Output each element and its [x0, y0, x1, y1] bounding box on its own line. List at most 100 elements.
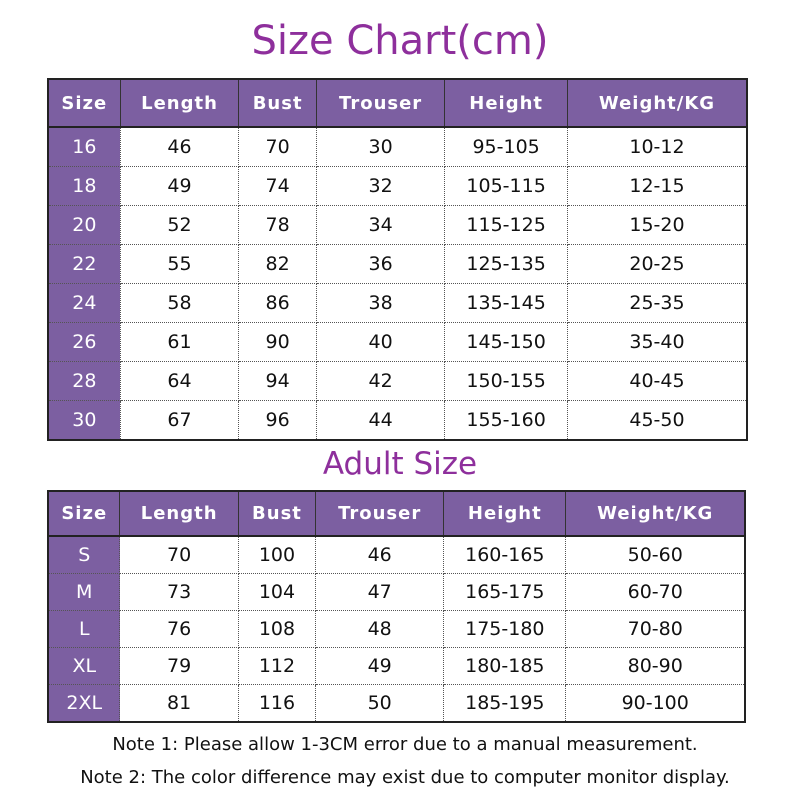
size-cell: 22 — [47, 244, 121, 284]
table-cell: 82 — [238, 244, 317, 284]
table-cell: 70-80 — [565, 610, 746, 648]
table-cell: 115-125 — [444, 205, 568, 245]
adult-size-table: Size Length Bust Trouser Height Weight/KG S 70 1… — [47, 490, 746, 723]
table-cell: 25-35 — [566, 283, 748, 323]
table-cell: 55 — [119, 244, 240, 284]
table-cell: 80-90 — [565, 647, 746, 685]
table-row: 30 67 96 44 155-160 45-50 — [47, 400, 748, 441]
table-cell: 48 — [315, 610, 445, 648]
table-cell: 61 — [119, 322, 240, 362]
table-row: S 70 100 46 160-165 50-60 — [47, 535, 746, 574]
table-row: 2XL 81 116 50 185-195 90-100 — [47, 684, 746, 723]
table-cell: 36 — [315, 244, 446, 284]
table-cell: 46 — [315, 535, 445, 574]
column-header: Size — [47, 78, 121, 128]
note-2: Note 2: The color difference may exist d… — [80, 767, 730, 788]
table-row: 20 52 78 34 115-125 15-20 — [47, 205, 748, 245]
table-cell: 38 — [315, 283, 446, 323]
table-cell: 76 — [119, 610, 239, 648]
header-row: Size Length Bust Trouser Height Weight/KG — [47, 490, 746, 537]
table-cell: 67 — [119, 400, 240, 441]
table-cell: 42 — [315, 361, 446, 401]
table-cell: 60-70 — [565, 573, 746, 611]
table-cell: 20-25 — [566, 244, 748, 284]
table-cell: 40 — [315, 322, 446, 362]
table-cell: 175-180 — [443, 610, 567, 648]
table-row: 28 64 94 42 150-155 40-45 — [47, 361, 748, 401]
size-cell: S — [47, 535, 121, 574]
column-header: Size — [47, 490, 121, 537]
table-cell: 96 — [238, 400, 317, 441]
table-cell: 46 — [119, 126, 240, 167]
table-cell: 47 — [315, 573, 445, 611]
table-cell: 44 — [315, 400, 446, 441]
table-row: 18 49 74 32 105-115 12-15 — [47, 166, 748, 206]
table-cell: 150-155 — [444, 361, 568, 401]
size-cell: 16 — [47, 126, 121, 167]
table-cell: 40-45 — [566, 361, 748, 401]
table-row: 16 46 70 30 95-105 10-12 — [47, 126, 748, 167]
column-header: Height — [443, 490, 567, 537]
size-cell: XL — [47, 647, 121, 685]
table-cell: 10-12 — [566, 126, 748, 167]
table-cell: 90 — [238, 322, 317, 362]
size-cell: 30 — [47, 400, 121, 441]
table-row: M 73 104 47 165-175 60-70 — [47, 573, 746, 611]
page-title: Size Chart(cm) — [251, 18, 549, 64]
table-cell: 125-135 — [444, 244, 568, 284]
size-cell: 18 — [47, 166, 121, 206]
table-cell: 180-185 — [443, 647, 567, 685]
table-cell: 79 — [119, 647, 239, 685]
column-header: Weight/KG — [565, 490, 746, 537]
table-cell: 185-195 — [443, 684, 567, 723]
table-cell: 35-40 — [566, 322, 748, 362]
table-row: XL 79 112 49 180-185 80-90 — [47, 647, 746, 685]
table-cell: 95-105 — [444, 126, 568, 167]
table-cell: 64 — [119, 361, 240, 401]
column-header: Length — [119, 490, 239, 537]
column-header: Bust — [237, 490, 317, 537]
table-cell: 105-115 — [444, 166, 568, 206]
table-cell: 108 — [237, 610, 317, 648]
header-row: Size Length Bust Trouser Height Weight/KG — [47, 78, 748, 128]
table-row: L 76 108 48 175-180 70-80 — [47, 610, 746, 648]
table-cell: 145-150 — [444, 322, 568, 362]
table-cell: 74 — [238, 166, 317, 206]
table-cell: 58 — [119, 283, 240, 323]
column-header: Weight/KG — [566, 78, 748, 128]
table-cell: 155-160 — [444, 400, 568, 441]
table-cell: 86 — [238, 283, 317, 323]
column-header: Length — [119, 78, 240, 128]
size-cell: 28 — [47, 361, 121, 401]
table-row: 24 58 86 38 135-145 25-35 — [47, 283, 748, 323]
table-cell: 73 — [119, 573, 239, 611]
table-cell: 160-165 — [443, 535, 567, 574]
table-cell: 15-20 — [566, 205, 748, 245]
table-cell: 70 — [119, 535, 239, 574]
size-cell: 26 — [47, 322, 121, 362]
table-cell: 104 — [237, 573, 317, 611]
table-cell: 45-50 — [566, 400, 748, 441]
table-cell: 30 — [315, 126, 446, 167]
table-cell: 81 — [119, 684, 239, 723]
table-cell: 49 — [119, 166, 240, 206]
size-cell: 24 — [47, 283, 121, 323]
table-cell: 34 — [315, 205, 446, 245]
table-cell: 49 — [315, 647, 445, 685]
table-cell: 100 — [237, 535, 317, 574]
size-cell: M — [47, 573, 121, 611]
size-cell: 2XL — [47, 684, 121, 723]
table-cell: 50-60 — [565, 535, 746, 574]
table-cell: 135-145 — [444, 283, 568, 323]
table-cell: 52 — [119, 205, 240, 245]
table-cell: 112 — [237, 647, 317, 685]
table-cell: 70 — [238, 126, 317, 167]
size-cell: L — [47, 610, 121, 648]
kids-size-table: Size Length Bust Trouser Height Weight/KG 16 46… — [47, 78, 748, 441]
size-cell: 20 — [47, 205, 121, 245]
note-1: Note 1: Please allow 1-3CM error due to … — [112, 734, 698, 755]
table-cell: 50 — [315, 684, 445, 723]
column-header: Trouser — [315, 490, 445, 537]
table-cell: 32 — [315, 166, 446, 206]
adult-size-title: Adult Size — [322, 446, 478, 482]
